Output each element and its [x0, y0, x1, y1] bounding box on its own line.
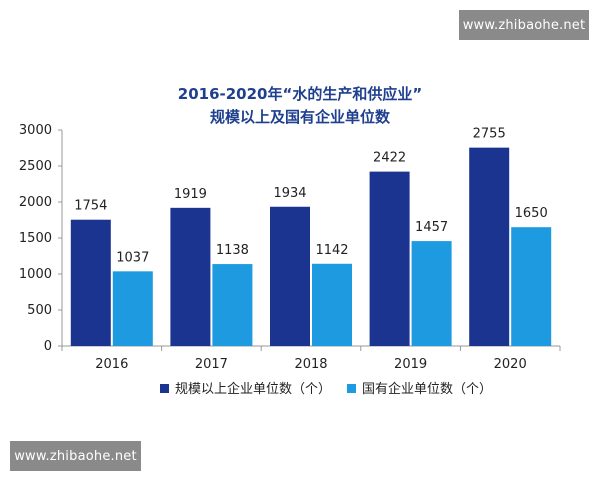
bar-state-owned — [212, 264, 253, 346]
y-tick-label: 2500 — [19, 159, 52, 174]
watermark-bottom: www.zhibaohe.net — [10, 441, 141, 471]
y-tick-label: 2000 — [19, 195, 52, 210]
data-label: 1138 — [216, 243, 249, 258]
data-label: 1934 — [273, 186, 306, 201]
data-label: 1754 — [74, 199, 107, 214]
data-label: 1037 — [116, 250, 149, 265]
x-tick-label: 2019 — [394, 357, 427, 372]
data-label: 1650 — [515, 206, 548, 221]
x-tick-label: 2017 — [195, 357, 228, 372]
bar-above-scale — [70, 219, 111, 346]
x-tick-label: 2018 — [294, 357, 327, 372]
bar-above-scale — [369, 171, 410, 346]
y-tick-label: 0 — [44, 339, 52, 354]
bar-state-owned — [112, 271, 153, 346]
bar-state-owned — [511, 227, 552, 346]
y-tick-label: 1000 — [19, 267, 52, 282]
legend-swatch — [160, 384, 169, 393]
y-tick-label: 1500 — [19, 231, 52, 246]
bar-state-owned — [411, 241, 452, 346]
legend-swatch — [347, 384, 356, 393]
data-label: 1919 — [174, 187, 207, 202]
x-tick-label: 2020 — [494, 357, 527, 372]
data-label: 1142 — [315, 243, 348, 258]
watermark-top: www.zhibaohe.net — [459, 10, 589, 40]
bar-above-scale — [270, 206, 310, 346]
legend-label: 规模以上企业单位数（个） — [175, 381, 331, 397]
bar-above-scale — [469, 147, 510, 346]
data-label: 2755 — [473, 127, 506, 142]
x-tick-label: 2016 — [95, 357, 128, 372]
data-label: 1457 — [415, 220, 448, 235]
y-tick-label: 3000 — [19, 123, 52, 138]
legend-label: 国有企业单位数（个） — [362, 381, 492, 397]
chart-title: 2016-2020年“水的生产和供应业” — [177, 85, 423, 103]
data-label: 2422 — [373, 151, 406, 166]
chart-subtitle: 规模以上及国有企业单位数 — [209, 108, 390, 126]
y-tick-label: 500 — [27, 303, 52, 318]
bar-state-owned — [312, 263, 352, 346]
bar-above-scale — [170, 207, 211, 346]
